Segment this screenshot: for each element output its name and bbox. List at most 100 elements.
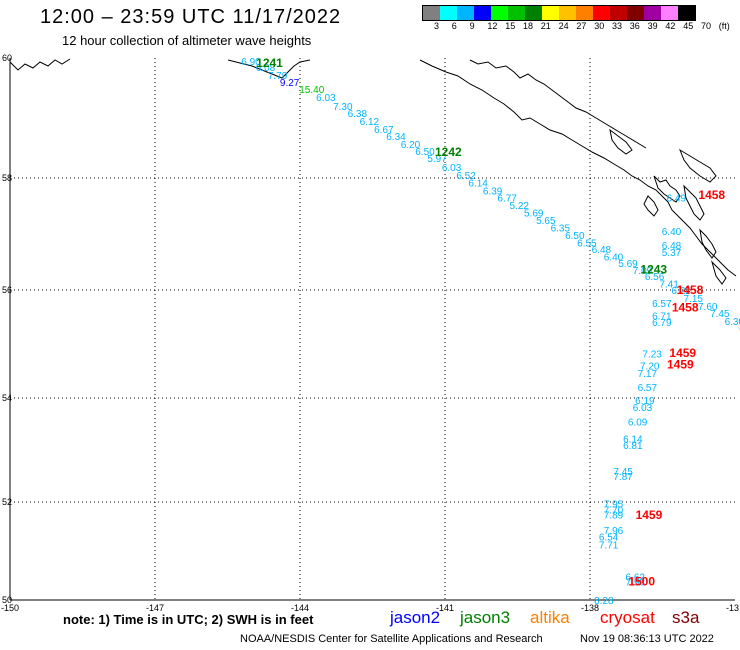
swh-value-label: 5.22	[510, 201, 530, 212]
legend-swatch	[644, 6, 661, 20]
swh-value-label: 6.40	[662, 227, 682, 238]
swh-value-label: 7.96	[604, 526, 624, 537]
swh-value-label: 7.23	[642, 350, 662, 361]
swh-value-label: 6.67	[374, 125, 394, 136]
swh-value-label: 7.20	[640, 362, 660, 373]
satellite-jason2: jason2	[390, 608, 441, 627]
legend-swatch	[661, 6, 678, 20]
swh-value-label: 7.15	[684, 294, 704, 305]
pass-time-label: 1459	[667, 358, 694, 372]
swh-value-label: 5.65	[536, 216, 556, 227]
color-legend: 3 6 9 12 15 18 21 24 27 30 33 36 39 42 45 70 (ft)	[422, 5, 730, 31]
swh-value-label: 7.95	[604, 499, 624, 510]
swh-value-label: 6.55	[577, 238, 597, 249]
swh-value-label: 7.60	[698, 302, 718, 313]
swh-value-label: 7.70	[604, 505, 624, 516]
pass-time-label: 1459	[669, 346, 696, 360]
credit-text: NOAA/NESDIS Center for Satellite Applica…	[240, 633, 543, 645]
legend-label: 27	[576, 21, 587, 31]
lon-tick-label: -144	[291, 603, 309, 613]
pass-time-label: 1242	[435, 145, 462, 159]
swh-value-label: 7.17	[638, 369, 658, 380]
map-axes: 60 58 56 54 52 50-150 -147 -144 -141 -138 -13	[1, 53, 739, 613]
swh-value-label: 6.57	[638, 383, 658, 394]
legend-label: 70	[701, 21, 712, 31]
swh-value-label: 6.50	[565, 231, 585, 242]
pass-time-label: 1243	[640, 262, 667, 276]
satellite-cryosat: cryosat	[600, 608, 655, 627]
swh-value-label: 6.57	[652, 299, 672, 310]
swh-value-label: 6.30	[725, 317, 740, 328]
swh-value-label: 6.54	[599, 532, 619, 543]
swh-value-label: 6.77	[497, 194, 517, 205]
satellite-jason3: jason3	[460, 608, 511, 627]
legend-swatch	[423, 6, 440, 20]
swh-value-label: 7.30	[333, 102, 353, 113]
satellite-altika: altika	[530, 608, 570, 627]
swh-value-label: 6.40	[604, 252, 624, 263]
lon-tick-label: -13	[726, 603, 739, 613]
swh-value-label: 7.87	[613, 472, 633, 483]
swh-value-label: 6.50	[415, 147, 435, 158]
swh-value-label: 6.48	[662, 241, 682, 252]
pass-time-label: 1459	[636, 508, 663, 522]
swh-value-label: 7.45	[710, 309, 730, 320]
swh-value-label: 6.49	[667, 194, 687, 205]
swh-value-label: 6.03	[316, 93, 336, 104]
swh-value-label: 6.19	[635, 396, 655, 407]
legend-label: 3	[434, 21, 440, 31]
swh-value-label: 7.79	[268, 71, 288, 82]
legend-label: 33	[612, 21, 623, 31]
swh-value-label: 6.90	[241, 57, 261, 68]
legend-label: 21	[540, 21, 551, 31]
swh-value-label: 6.14	[468, 178, 488, 189]
lat-lon-grid	[9, 58, 735, 601]
swh-value-label: 6.34	[386, 132, 406, 143]
lat-tick-label: 50	[2, 595, 12, 605]
swh-value-label: 7.09	[633, 266, 653, 277]
legend-label: 6	[451, 21, 457, 31]
swh-value-label: 7.45	[613, 467, 633, 478]
legend-label: 15	[505, 21, 516, 31]
legend-swatch	[678, 6, 695, 20]
swh-value-label: 6.81	[623, 441, 643, 452]
swh-value-label: 6.62	[626, 572, 646, 583]
swh-value-label: 5.37	[662, 248, 682, 259]
swh-value-label: 9.27	[280, 78, 300, 89]
swh-value-label: 5.69	[524, 209, 544, 220]
swh-value-label: 7.71	[599, 541, 619, 552]
pass-time-label: 1241	[256, 56, 283, 70]
pass-time-label: 1458	[672, 300, 699, 314]
legend-swatch	[559, 6, 576, 20]
timestamp-text: Nov 19 08:36:13 UTC 2022	[580, 633, 714, 645]
swh-value-label: 7.41	[659, 279, 679, 290]
legend-swatch	[576, 6, 593, 20]
lon-tick-label: -147	[146, 603, 164, 613]
lat-tick-label: 54	[2, 393, 12, 403]
pass-time-label: 1500	[628, 574, 655, 588]
swh-value-label: 6.20	[401, 140, 421, 151]
satellite-s3a: s3a	[672, 608, 700, 627]
swh-value-label: 7.93	[626, 577, 646, 588]
swh-value-label: 5.97	[427, 154, 447, 165]
lat-tick-label: 60	[2, 53, 12, 63]
pass-time-label: 1458	[698, 188, 725, 202]
swh-value-label: 8.28	[594, 596, 614, 607]
swh-value-label: 6.09	[628, 417, 648, 428]
lat-tick-label: 58	[2, 173, 12, 183]
legend-label: 45	[683, 21, 694, 31]
swh-value-label: 5.69	[618, 259, 638, 270]
pass-time-label: 1458	[677, 283, 704, 297]
swh-value-label: 6.08	[256, 63, 276, 74]
legend-labels: 3 6 9 12 15 18 21 24 27 30 33 36 39 42 45 70 (ft)	[422, 21, 740, 35]
lat-tick-label: 56	[2, 285, 12, 295]
swh-value-label: 6.39	[483, 186, 503, 197]
legend-swatch	[474, 6, 491, 20]
legend-label: 36	[629, 21, 640, 31]
legend-swatch	[508, 6, 525, 20]
swh-value-label: 7.89	[604, 510, 624, 521]
legend-label: (ft)	[718, 21, 730, 31]
swh-value-label: 6.35	[551, 223, 571, 234]
swh-value-label: 6.52	[456, 171, 476, 182]
